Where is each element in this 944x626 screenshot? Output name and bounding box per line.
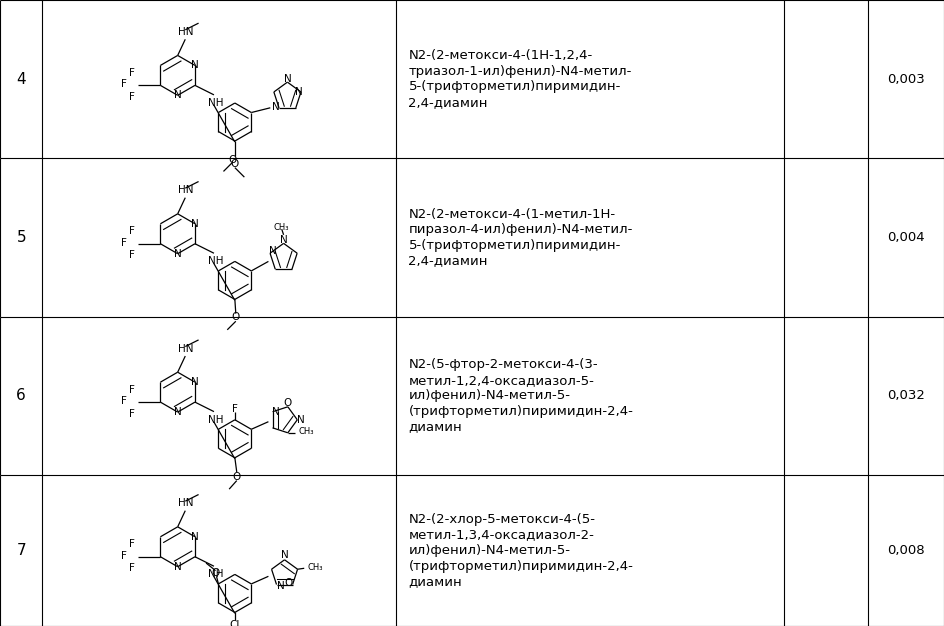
Text: N2-(2-хлор-5-метокси-4-(5-: N2-(2-хлор-5-метокси-4-(5-: [409, 513, 596, 526]
Text: F: F: [122, 80, 127, 90]
Text: N: N: [174, 562, 181, 572]
Text: F: F: [129, 250, 135, 260]
Text: N: N: [295, 87, 303, 97]
Text: диамин: диамин: [409, 421, 463, 433]
Text: N: N: [174, 407, 181, 417]
Text: 2,4-диамин: 2,4-диамин: [409, 254, 488, 267]
Text: N: N: [279, 235, 288, 245]
Text: F: F: [129, 409, 135, 419]
Text: 0,008: 0,008: [887, 544, 925, 557]
Text: N: N: [269, 246, 277, 256]
Text: метил-1,2,4-оксадиазол-5-: метил-1,2,4-оксадиазол-5-: [409, 374, 595, 387]
Text: диамин: диамин: [409, 575, 463, 588]
Text: N2-(2-метокси-4-(1Н-1,2,4-: N2-(2-метокси-4-(1Н-1,2,4-: [409, 49, 593, 63]
Text: N: N: [297, 415, 305, 425]
Text: O: O: [284, 398, 292, 408]
Text: O: O: [231, 312, 240, 322]
Text: NH: NH: [208, 256, 224, 266]
Text: 0,004: 0,004: [887, 231, 925, 244]
Text: CH₃: CH₃: [274, 223, 290, 232]
Text: O: O: [285, 578, 293, 588]
Text: 0,003: 0,003: [887, 73, 925, 86]
Text: NH: NH: [208, 569, 224, 579]
Text: 2,4-диамин: 2,4-диамин: [409, 96, 488, 109]
Text: метил-1,3,4-оксадиазол-2-: метил-1,3,4-оксадиазол-2-: [409, 528, 595, 541]
Text: N: N: [174, 90, 181, 100]
Text: 5-(трифторметил)пиримидин-: 5-(трифторметил)пиримидин-: [409, 80, 621, 93]
Text: ил)фенил)-N4-метил-5-: ил)фенил)-N4-метил-5-: [409, 544, 570, 557]
Text: F: F: [122, 238, 127, 248]
Text: O: O: [228, 155, 237, 165]
Text: HN: HN: [177, 498, 193, 508]
Text: F: F: [129, 227, 135, 237]
Text: пиразол-4-ил)фенил)-N4-метил-: пиразол-4-ил)фенил)-N4-метил-: [409, 223, 632, 237]
Text: O: O: [211, 568, 220, 578]
Text: NH: NH: [208, 414, 224, 424]
Text: CH₃: CH₃: [298, 428, 313, 436]
Text: N: N: [191, 377, 199, 387]
Text: 0,032: 0,032: [887, 389, 925, 403]
Text: ил)фенил)-N4-метил-5-: ил)фенил)-N4-метил-5-: [409, 389, 570, 403]
Text: O: O: [232, 472, 241, 482]
Text: N: N: [191, 219, 199, 228]
Text: N: N: [280, 550, 289, 560]
Text: F: F: [122, 551, 127, 561]
Text: (трифторметил)пиримидин-2,4-: (трифторметил)пиримидин-2,4-: [409, 405, 633, 418]
Text: O: O: [230, 159, 239, 169]
Text: N2-(2-метокси-4-(1-метил-1Н-: N2-(2-метокси-4-(1-метил-1Н-: [409, 208, 615, 221]
Text: N: N: [278, 582, 285, 592]
Text: F: F: [129, 92, 135, 102]
Text: NH: NH: [208, 98, 224, 108]
Text: F: F: [129, 563, 135, 573]
Text: F: F: [122, 396, 127, 406]
Text: F: F: [129, 540, 135, 550]
Text: N: N: [283, 74, 292, 85]
Text: CH₃: CH₃: [307, 563, 323, 572]
Text: триазол-1-ил)фенил)-N4-метил-: триазол-1-ил)фенил)-N4-метил-: [409, 65, 632, 78]
Text: N: N: [191, 532, 199, 541]
Text: HN: HN: [177, 344, 193, 354]
Text: 7: 7: [16, 543, 26, 558]
Text: 4: 4: [16, 72, 26, 86]
Text: N: N: [273, 407, 280, 417]
Text: N: N: [191, 61, 199, 70]
Text: 5-(трифторметил)пиримидин-: 5-(трифторметил)пиримидин-: [409, 239, 621, 252]
Text: N: N: [272, 102, 279, 112]
Text: 6: 6: [16, 389, 26, 403]
Text: F: F: [129, 385, 135, 395]
Text: 5: 5: [16, 230, 26, 245]
Text: HN: HN: [177, 27, 193, 37]
Text: F: F: [129, 68, 135, 78]
Text: F: F: [232, 404, 238, 414]
Text: N: N: [174, 249, 181, 259]
Text: Cl: Cl: [229, 620, 240, 626]
Text: N2-(5-фтор-2-метокси-4-(3-: N2-(5-фтор-2-метокси-4-(3-: [409, 359, 598, 371]
Text: (трифторметил)пиримидин-2,4-: (трифторметил)пиримидин-2,4-: [409, 560, 633, 573]
Text: HN: HN: [177, 185, 193, 195]
